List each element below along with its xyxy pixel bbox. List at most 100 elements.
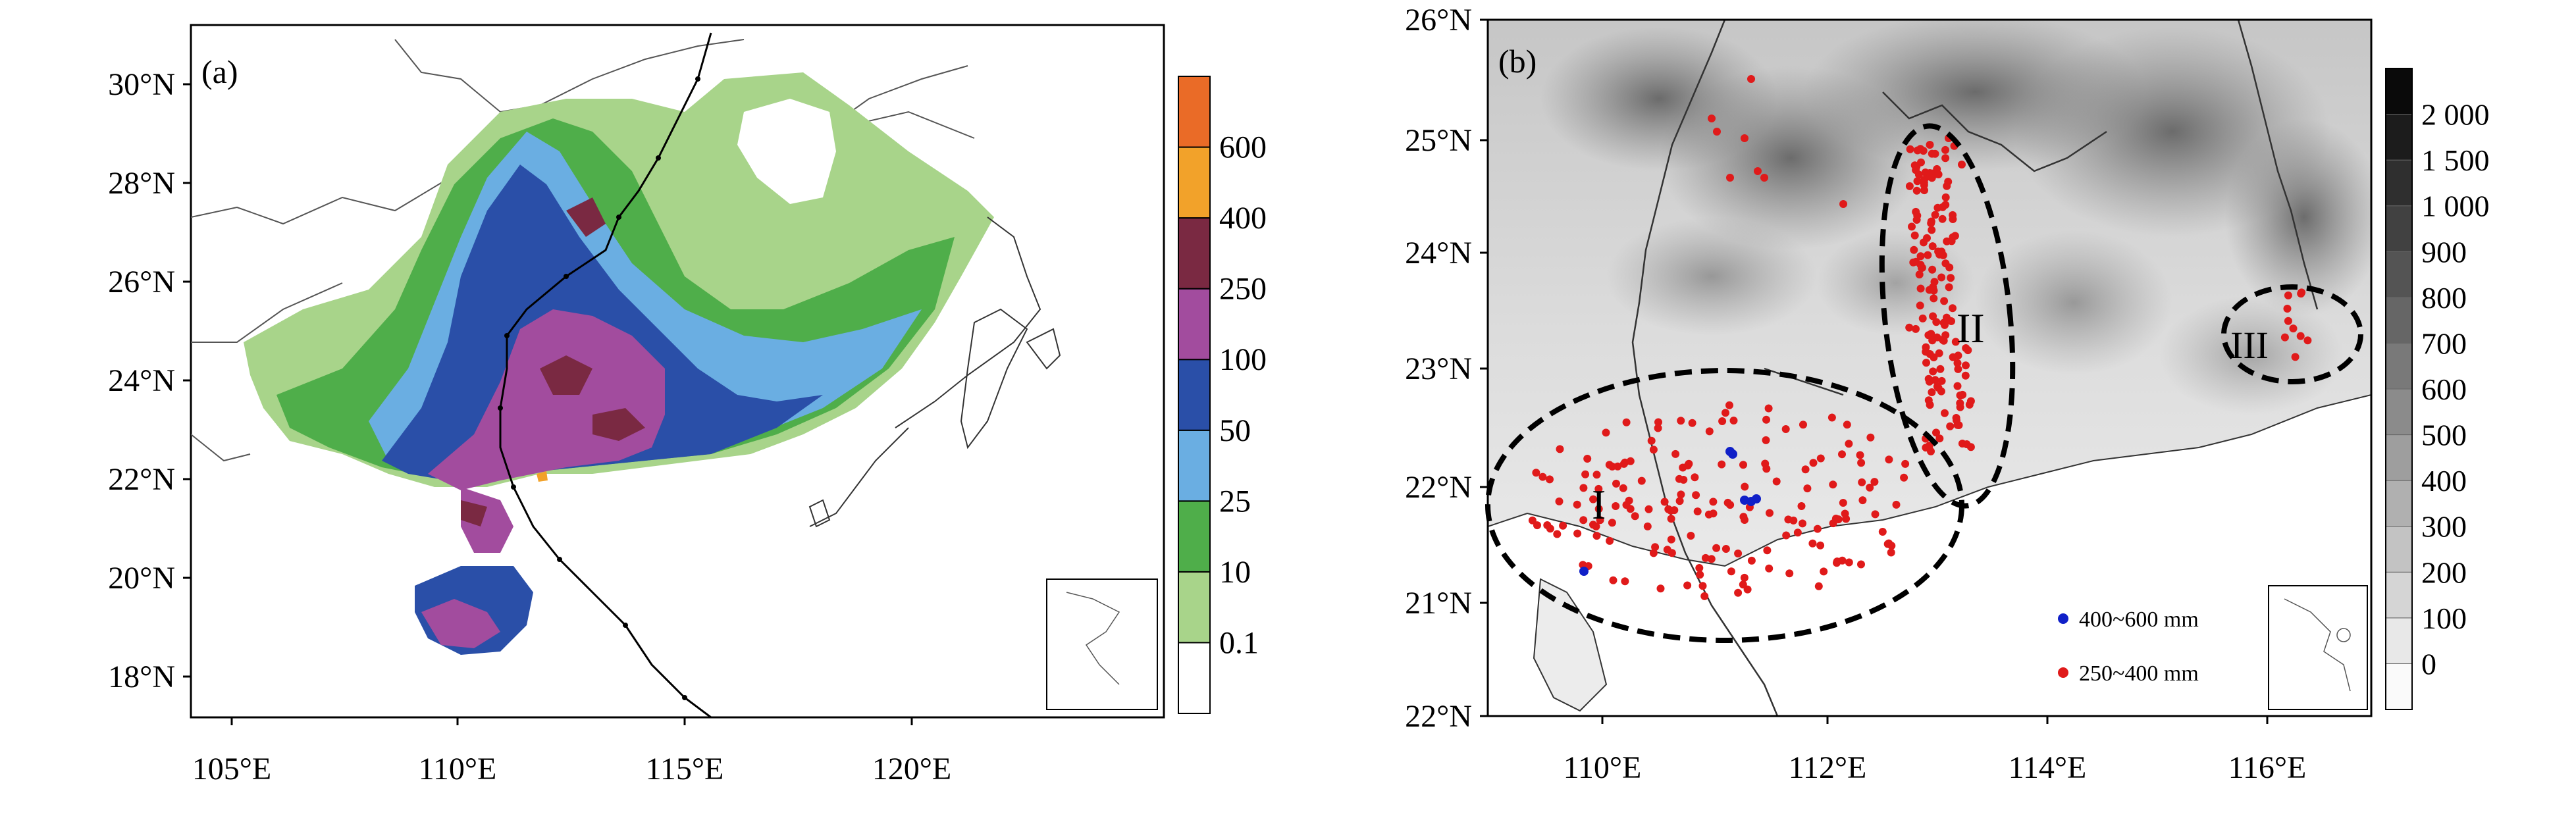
station-dot-250-400 <box>1573 529 1582 538</box>
panel-b-lat-label: 23°N <box>1405 351 1472 386</box>
station-dot-250-400 <box>1612 502 1620 510</box>
station-dot-250-400 <box>1708 115 1716 122</box>
station-dot-250-400 <box>1622 501 1631 509</box>
colorbar-a-swatch <box>1178 359 1211 431</box>
station-dot-250-400 <box>1766 509 1774 517</box>
colorbar-a-label: 0.1 <box>1219 625 1259 660</box>
station-dot-250-400 <box>1594 484 1603 493</box>
panel-a-longitude-axis: 105°E 110°E 115°E 120°E <box>192 717 951 786</box>
station-dot-250-400 <box>1605 461 1614 469</box>
coastlines <box>808 217 1061 528</box>
station-dot-250-400 <box>1912 257 1920 266</box>
station-dot-250-400 <box>1709 498 1718 506</box>
panel-b-station-map: I II III (b) 400~600 mm 250~400 mm 26°N2… <box>1405 3 2489 785</box>
station-dot-250-400 <box>2303 336 2312 345</box>
colorbar-b-label: 200 <box>2421 555 2467 589</box>
station-dot-250-400 <box>1707 555 1716 563</box>
panel-a-lat-label: 18°N <box>108 659 175 694</box>
station-dot-250-400 <box>1761 459 1770 468</box>
station-dot-250-400 <box>1916 252 1925 261</box>
station-dot-250-400 <box>1654 424 1662 432</box>
station-dot-250-400 <box>1951 338 1960 346</box>
station-dot-250-400 <box>1644 505 1653 513</box>
station-dot-250-400 <box>1922 359 1930 367</box>
colorbar-b-label: 300 <box>2421 510 2467 544</box>
panel-a-lat-label: 30°N <box>108 67 175 102</box>
station-dot-250-400 <box>1713 128 1721 136</box>
station-dot-250-400 <box>1696 571 1704 579</box>
station-dot-250-400 <box>1801 465 1810 474</box>
station-dot-250-400 <box>1726 174 1734 182</box>
station-dot-250-400 <box>1966 443 1975 451</box>
station-dot-250-400 <box>1913 177 1922 186</box>
station-dot-250-400 <box>1747 556 1756 565</box>
panel-b-lat-label: 22°N <box>1405 699 1472 734</box>
station-dot-250-400 <box>1941 193 1950 201</box>
panel-a-lon-label: 110°E <box>419 752 497 786</box>
panel-a-lon-label: 115°E <box>646 752 724 786</box>
station-dot-250-400 <box>1793 528 1802 537</box>
station-dot-250-400 <box>1908 222 1916 231</box>
panel-b-lon-label: 114°E <box>2009 750 2087 785</box>
panel-a-lat-label: 28°N <box>108 166 175 201</box>
panel-a-precipitation-map: (a) 30°N 28°N 26°N 24°N 22°N 20°N 18°N 105°E 11… <box>108 24 1267 786</box>
station-dot-250-400 <box>1934 384 1943 392</box>
panel-a-lat-label: 20°N <box>108 561 175 596</box>
station-dot-250-400 <box>1928 336 1937 345</box>
station-dot-250-400 <box>1602 428 1610 437</box>
station-dot-250-400 <box>1924 251 1932 259</box>
station-dot-250-400 <box>1704 510 1713 519</box>
panel-b-lon-label: 116°E <box>2228 750 2307 785</box>
colorbar-b-swatch <box>2385 251 2413 298</box>
station-dot-250-400 <box>1952 414 1960 422</box>
station-dot-250-400 <box>1538 473 1547 481</box>
station-dot-250-400 <box>1581 470 1590 478</box>
panel-b-lat-label: 21°N <box>1405 586 1472 621</box>
stations-250-400mm <box>1528 75 2312 600</box>
station-dot-250-400 <box>1555 497 1564 505</box>
station-dot-250-400 <box>1931 211 1939 219</box>
station-dot-250-400 <box>1592 522 1600 530</box>
station-dot-250-400 <box>1647 436 1656 445</box>
station-dot-250-400 <box>2289 324 2298 333</box>
station-dot-250-400 <box>1871 510 1879 519</box>
station-dot-250-400 <box>1938 215 1947 223</box>
station-dot-250-400 <box>1937 273 1946 282</box>
colorbar-b-label: 500 <box>2421 419 2467 452</box>
station-dot-250-400 <box>1671 450 1680 458</box>
station-dot-250-400 <box>1765 564 1774 573</box>
station-dot-250-400 <box>1813 525 1822 533</box>
station-dot-250-400 <box>1930 286 1938 295</box>
station-dot-250-400 <box>1763 546 1772 555</box>
station-dot-250-400 <box>1912 324 1920 333</box>
panel-a-label: (a) <box>201 53 238 90</box>
station-dot-250-400 <box>1612 479 1620 488</box>
colorbar-b-swatch <box>2385 68 2413 115</box>
station-dot-250-400 <box>1918 314 1927 322</box>
station-dot-250-400 <box>1858 478 1866 486</box>
station-dot-250-400 <box>1754 167 1762 175</box>
station-dot-250-400 <box>1892 500 1901 509</box>
station-dot-250-400 <box>1901 459 1910 468</box>
station-dot-250-400 <box>1643 522 1652 530</box>
station-dot-250-400 <box>1962 344 1970 352</box>
colorbar-a-swatch <box>1178 642 1211 715</box>
station-dot-250-400 <box>1928 242 1937 251</box>
typhoon-track <box>499 32 712 717</box>
station-dot-250-400 <box>1553 530 1562 538</box>
panel-a-latitude-axis: 30°N 28°N 26°N 24°N 22°N 20°N 18°N <box>108 67 191 694</box>
station-dot-250-400 <box>1622 418 1631 426</box>
rain-400-600 <box>537 471 548 482</box>
station-dot-250-400 <box>1614 462 1622 471</box>
station-dot-250-400 <box>1939 336 1948 345</box>
heavy-rain-regions <box>1485 123 2363 643</box>
station-dot-250-400 <box>2284 317 2292 325</box>
station-dot-400-600 <box>1752 494 1761 503</box>
station-dot-250-400 <box>1947 274 1955 282</box>
panel-b-colorbar: 0 100 200 300 400 500 600 700 800 900 1 000 1 500 2 … <box>2385 68 2490 710</box>
colorbar-a-swatch <box>1178 217 1211 290</box>
colorbar-b-swatch <box>2385 297 2413 344</box>
colorbar-b-swatch <box>2385 571 2413 619</box>
station-dot-250-400 <box>1666 506 1675 515</box>
